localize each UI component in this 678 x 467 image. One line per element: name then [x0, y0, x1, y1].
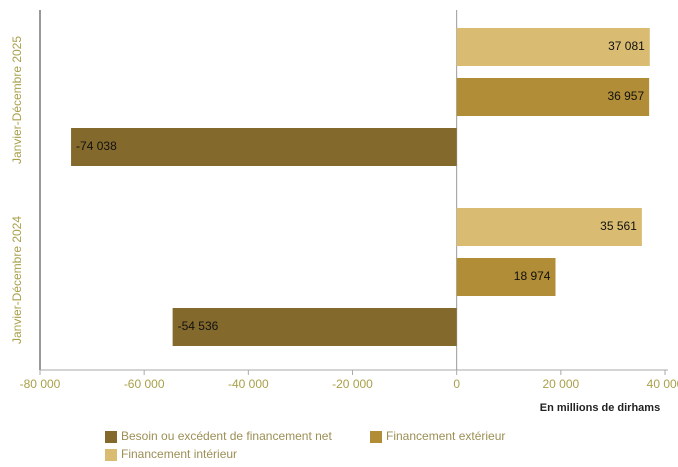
- x-tick-label: -20 000: [332, 377, 373, 391]
- bar: [456, 78, 650, 116]
- value-label: 35 561: [600, 219, 637, 233]
- bar: [71, 128, 457, 166]
- value-label: -74 038: [76, 139, 117, 153]
- legend-label: Financement extérieur: [386, 429, 505, 443]
- value-label: -54 536: [178, 319, 219, 333]
- legend-swatch: [105, 449, 117, 461]
- x-tick-label: -60 000: [124, 377, 165, 391]
- value-label: 18 974: [514, 269, 551, 283]
- value-label: 36 957: [607, 89, 644, 103]
- bar: [456, 208, 642, 246]
- legend-label: Financement intérieur: [121, 447, 237, 461]
- category-label: Janvier-Décembre 2024: [10, 216, 24, 344]
- bar: [456, 28, 650, 66]
- x-tick-label: -80 000: [20, 377, 61, 391]
- bar: [456, 258, 556, 296]
- legend-swatch: [370, 431, 382, 443]
- x-tick-label: 20 000: [542, 377, 579, 391]
- legend-label: Besoin ou excédent de financement net: [121, 429, 332, 443]
- x-tick-label: 40 000: [647, 377, 678, 391]
- x-axis-label: En millions de dirhams: [540, 402, 660, 414]
- legend-swatch: [105, 431, 117, 443]
- x-tick-label: 0: [453, 377, 460, 391]
- value-label: 37 081: [608, 39, 645, 53]
- bar: [172, 308, 457, 346]
- category-label: Janvier-Décembre 2025: [10, 36, 24, 164]
- x-tick-label: -40 000: [228, 377, 269, 391]
